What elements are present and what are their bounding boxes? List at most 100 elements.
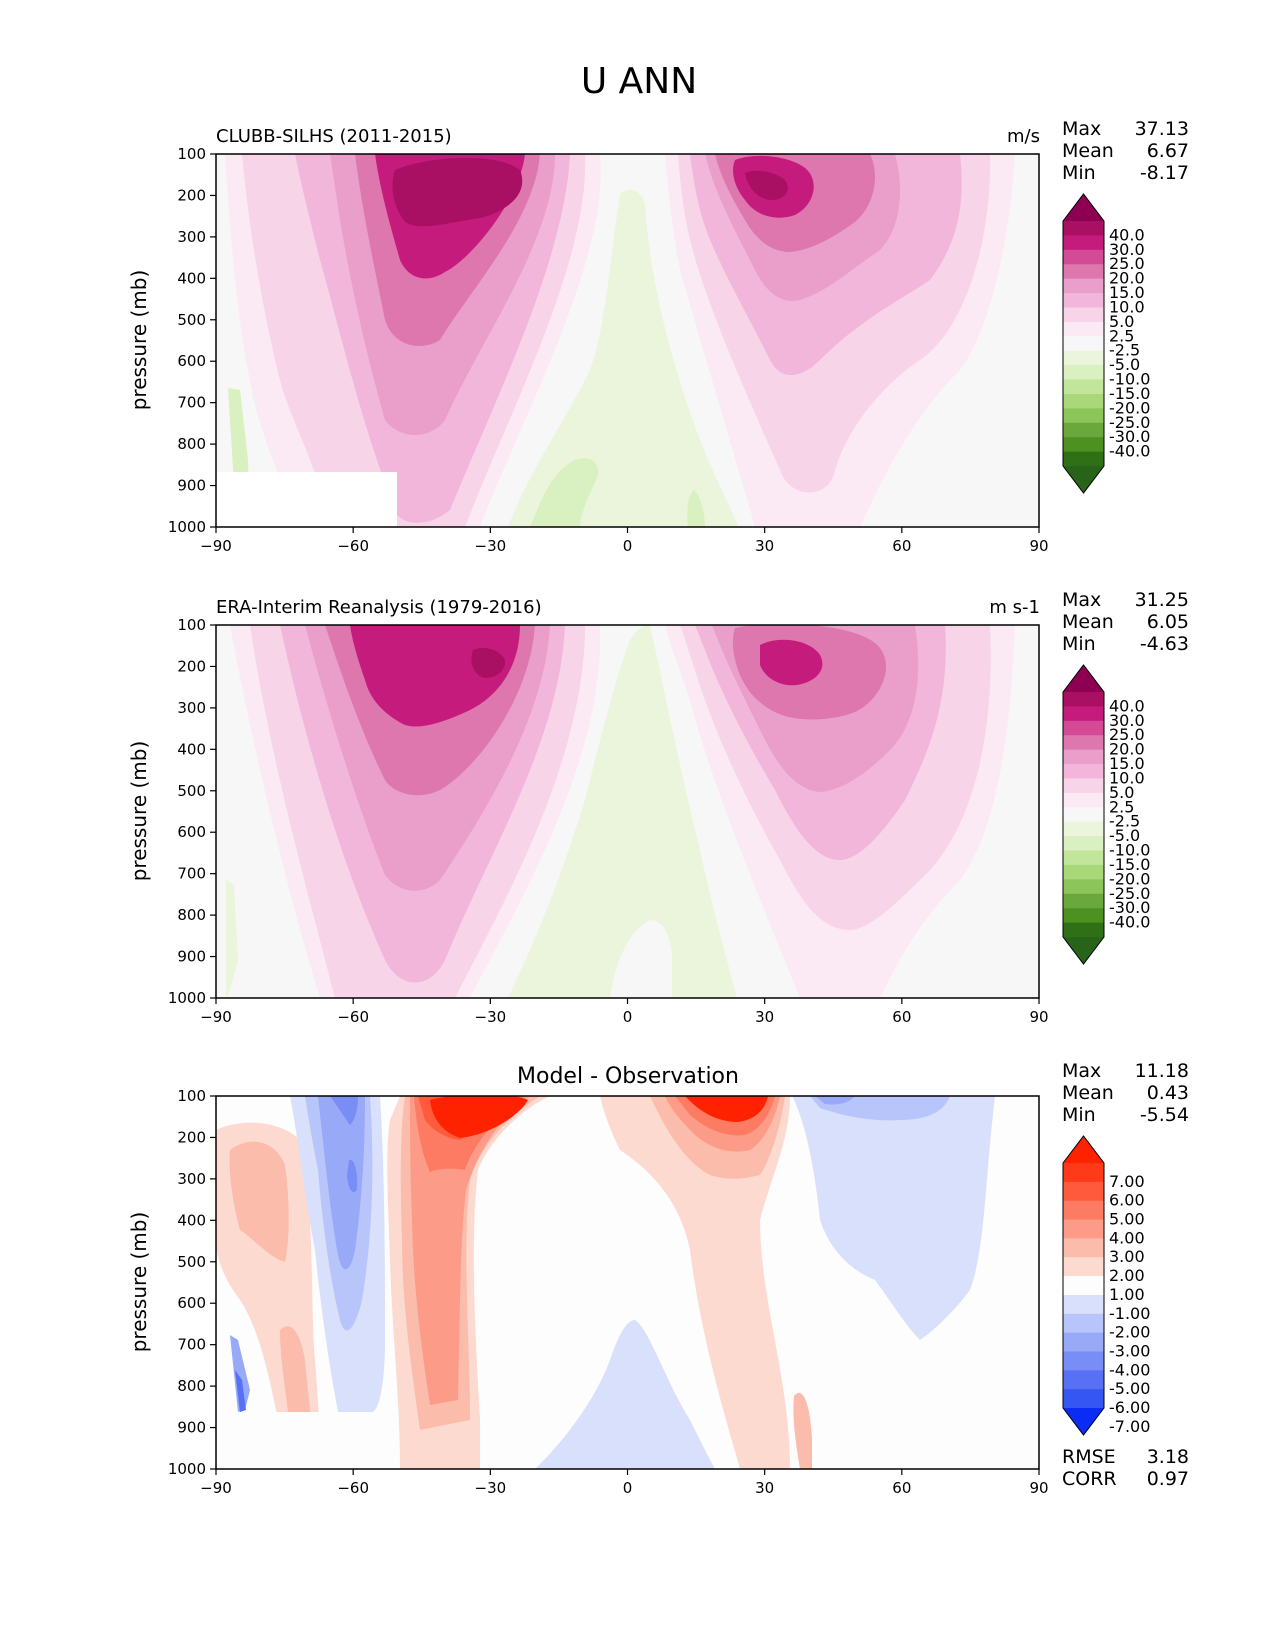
colorbar-label: 6.00 bbox=[1109, 1191, 1145, 1210]
contour-band bbox=[430, 1096, 528, 1138]
colorbar-segment bbox=[1063, 821, 1104, 837]
x-tick-label: 60 bbox=[892, 537, 911, 555]
colorbar-label: 15.0 bbox=[1109, 754, 1145, 773]
colorbar-label: -40.0 bbox=[1109, 442, 1150, 461]
contour-band bbox=[330, 1096, 358, 1125]
contour-band bbox=[600, 1096, 790, 1469]
colorbar-extend-top bbox=[1063, 665, 1104, 692]
colorbar-label: -15.0 bbox=[1109, 384, 1150, 403]
colorbar-label: -10.0 bbox=[1109, 841, 1150, 860]
contour-band bbox=[471, 648, 506, 678]
y-tick-label: 500 bbox=[177, 1253, 206, 1271]
colorbar-extend-bottom bbox=[1063, 466, 1104, 493]
y-axis-label: pressure (mb) bbox=[127, 741, 151, 882]
contour-field bbox=[216, 625, 1039, 998]
stats-block: Max 11.18 Mean 0.43 Min -5.54 RMSE 3.18 … bbox=[1062, 1060, 1189, 1490]
y-tick-label: 100 bbox=[177, 1087, 206, 1105]
colorbar-label: -10.0 bbox=[1109, 370, 1150, 389]
colorbar-outline bbox=[1062, 193, 1105, 494]
colorbar-segment bbox=[1063, 850, 1104, 866]
y-tick-label: 700 bbox=[177, 394, 206, 412]
colorbar-segment bbox=[1063, 278, 1104, 294]
colorbar-segment bbox=[1063, 293, 1104, 308]
contour-field bbox=[216, 154, 1039, 527]
x-tick-label: −60 bbox=[337, 1479, 369, 1497]
colorbar-label: 15.0 bbox=[1109, 283, 1145, 302]
colorbar: 40.030.025.020.015.010.05.02.5-2.5-5.0-1… bbox=[1062, 664, 1150, 965]
colorbar-segment bbox=[1063, 379, 1104, 395]
colorbar-segment bbox=[1063, 735, 1104, 751]
colorbar-segment bbox=[1063, 350, 1104, 366]
y-tick-label: 200 bbox=[177, 186, 206, 204]
y-tick-label: 300 bbox=[177, 228, 206, 246]
contour-band bbox=[226, 880, 238, 998]
colorbar-segment bbox=[1063, 1313, 1104, 1334]
stat-value: 37.13 bbox=[1135, 118, 1189, 140]
stat-label: Min bbox=[1062, 162, 1096, 184]
colorbar-segment bbox=[1063, 764, 1104, 779]
colorbar-label: 2.5 bbox=[1109, 797, 1134, 816]
colorbar-label: -25.0 bbox=[1109, 413, 1150, 432]
colorbar-label: -1.00 bbox=[1109, 1304, 1150, 1323]
x-tick-label: −90 bbox=[200, 1008, 232, 1026]
x-tick-label: −90 bbox=[200, 537, 232, 555]
colorbar-segment bbox=[1063, 1276, 1104, 1296]
colorbar-segment bbox=[1063, 221, 1104, 236]
colorbar-segment bbox=[1063, 1238, 1104, 1258]
y-tick-label: 500 bbox=[177, 311, 206, 329]
panel-observation: ERA-Interim Reanalysis (1979-2016) m s-1… bbox=[127, 589, 1189, 1026]
y-tick-label: 200 bbox=[177, 657, 206, 675]
stat-label: Max bbox=[1062, 589, 1101, 611]
colorbar: 40.030.025.020.015.010.05.02.5-2.5-5.0-1… bbox=[1062, 193, 1150, 494]
colorbar-segment bbox=[1063, 778, 1104, 794]
contour-band bbox=[687, 490, 705, 527]
colorbar-segment bbox=[1063, 1351, 1104, 1371]
stat-label: Min bbox=[1062, 1104, 1096, 1126]
colorbar-segment bbox=[1063, 321, 1104, 337]
colorbar-segment bbox=[1063, 365, 1104, 381]
colorbar-label: -2.5 bbox=[1109, 341, 1140, 360]
colorbar-segment bbox=[1063, 1181, 1104, 1202]
colorbar-segment bbox=[1063, 1370, 1104, 1390]
colorbar: 7.006.005.004.003.002.001.00-1.00-2.00-3… bbox=[1062, 1135, 1150, 1436]
panel-units: m s-1 bbox=[989, 597, 1040, 618]
colorbar-label: 5.0 bbox=[1109, 783, 1134, 802]
y-tick-label: 1000 bbox=[168, 518, 206, 536]
colorbar-label: -20.0 bbox=[1109, 398, 1150, 417]
x-tick-label: −60 bbox=[337, 1008, 369, 1026]
x-tick-label: 60 bbox=[892, 1008, 911, 1026]
x-tick-label: 30 bbox=[755, 1008, 774, 1026]
contour-band bbox=[793, 1392, 812, 1469]
colorbar-segment bbox=[1063, 1200, 1104, 1221]
colorbar-segment bbox=[1063, 393, 1104, 409]
colorbar-segment bbox=[1063, 836, 1104, 852]
y-tick-label: 600 bbox=[177, 352, 206, 370]
x-axis: −90 −60 −30 0 30 60 90 bbox=[200, 527, 1049, 555]
x-tick-label: −30 bbox=[475, 537, 507, 555]
x-tick-label: 0 bbox=[623, 1008, 633, 1026]
colorbar-segment bbox=[1063, 720, 1104, 736]
figure-title: U ANN bbox=[581, 61, 697, 102]
y-tick-label: 800 bbox=[177, 906, 206, 924]
colorbar-segment bbox=[1063, 864, 1104, 880]
y-tick-label: 300 bbox=[177, 699, 206, 717]
colorbar-label: 25.0 bbox=[1109, 725, 1145, 744]
colorbar-segment bbox=[1063, 908, 1104, 924]
contour-band bbox=[610, 920, 672, 998]
stat-label: Max bbox=[1062, 1060, 1101, 1082]
contour-band bbox=[318, 1096, 365, 1270]
colorbar-label: -4.00 bbox=[1109, 1360, 1150, 1379]
y-tick-label: 200 bbox=[177, 1128, 206, 1146]
colorbar-label: 30.0 bbox=[1109, 240, 1145, 259]
colorbar-label: -3.00 bbox=[1109, 1341, 1150, 1360]
y-tick-label: 400 bbox=[177, 740, 206, 758]
colorbar-label: -40.0 bbox=[1109, 913, 1150, 932]
surface-mask bbox=[216, 472, 397, 527]
panel-title-center: Model - Observation bbox=[517, 1064, 739, 1089]
colorbar-segment bbox=[1063, 451, 1104, 467]
x-tick-label: 90 bbox=[1029, 537, 1048, 555]
stat-label: Min bbox=[1062, 633, 1096, 655]
contour-band bbox=[792, 1096, 995, 1340]
contour-band bbox=[280, 1326, 310, 1412]
colorbar-label: 5.00 bbox=[1109, 1210, 1145, 1229]
